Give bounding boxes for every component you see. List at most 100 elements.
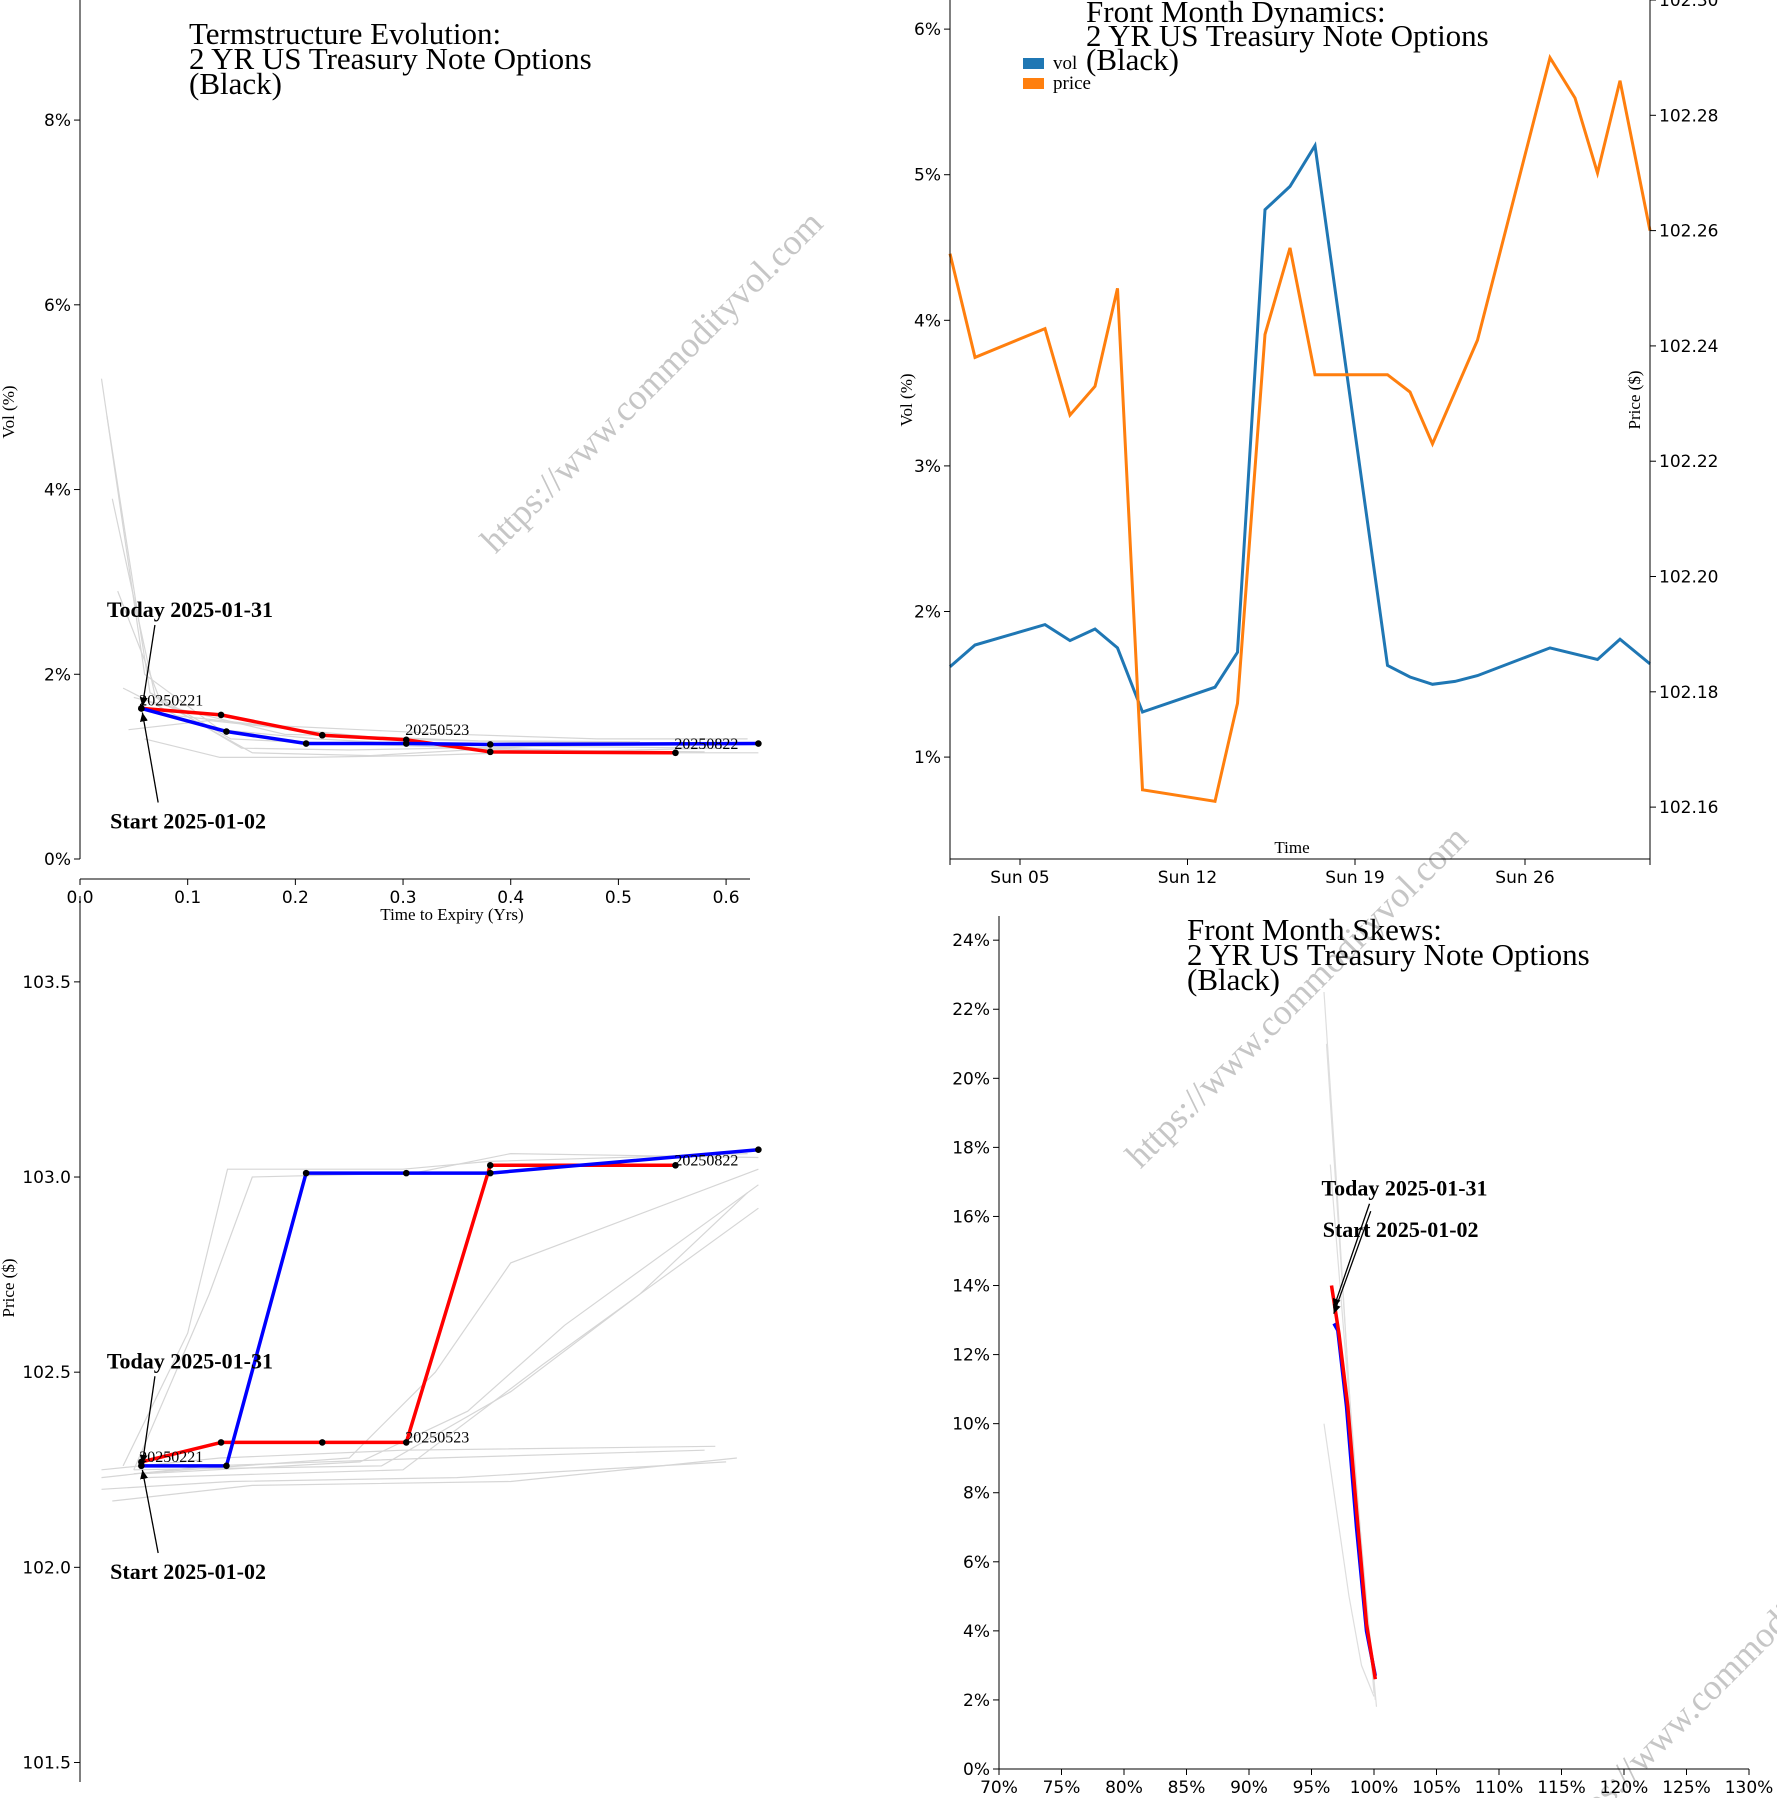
price-series-red xyxy=(140,1163,676,1464)
price-point-red xyxy=(486,1162,494,1169)
term-annotation-today: Today 2025-01-31 xyxy=(107,597,273,622)
skew-title-line: 2 YR US Treasury Note Options xyxy=(1187,937,1590,972)
skew-x-tick-label: 130% xyxy=(1725,1778,1774,1798)
price-point-red xyxy=(318,1439,326,1446)
price-history-line xyxy=(112,1457,737,1502)
term-point-blue xyxy=(486,741,494,748)
front-legend-label-vol: vol xyxy=(1053,53,1077,74)
skew-y-tick-label: 14% xyxy=(952,1277,990,1297)
term-history-line xyxy=(122,687,748,740)
term-x-tick-label: 0.1 xyxy=(174,888,201,908)
term-x-tick-label: 0.5 xyxy=(605,888,632,908)
price-history-line xyxy=(101,1445,716,1471)
skew-y-tick-label: 8% xyxy=(963,1484,990,1504)
price-history-line xyxy=(122,1153,748,1467)
front-y-axis-label: Vol (%) xyxy=(897,373,916,426)
front-y-tick-label: 5% xyxy=(914,166,941,186)
front-title-line: 2 YR US Treasury Note Options xyxy=(1086,18,1489,53)
front-y-tick-label: 4% xyxy=(914,311,941,331)
price-y-axis-label: Price ($) xyxy=(0,1258,18,1317)
skew-x-tick-label: 105% xyxy=(1412,1778,1461,1798)
front-y2-tick-label: 102.18 xyxy=(1659,683,1718,703)
price-annotation-today: Today 2025-01-31 xyxy=(107,1348,273,1373)
skew-y-tick-label: 22% xyxy=(952,1000,990,1020)
price-y-tick-label: 103.5 xyxy=(22,973,71,993)
term-point-blue xyxy=(302,740,310,747)
price-y-tick-label: 102.5 xyxy=(22,1363,71,1383)
term-annotation-arrow xyxy=(139,712,159,803)
skew-x-tick-label: 90% xyxy=(1230,1778,1268,1798)
front-legend-swatch-vol xyxy=(1023,58,1044,69)
skew-x-tick-label: 75% xyxy=(1043,1778,1081,1798)
term-annotation-start: Start 2025-01-02 xyxy=(110,809,266,834)
skew-annotation-start: Start 2025-01-02 xyxy=(1323,1217,1479,1242)
front-y2-tick-label: 102.22 xyxy=(1659,452,1718,472)
front-y2-tick-label: 102.24 xyxy=(1659,337,1718,357)
term-x-tick-label: 0.2 xyxy=(282,888,309,908)
price-point-blue xyxy=(223,1462,230,1470)
front-series-vol xyxy=(949,141,1651,714)
term-y-tick-label: 0% xyxy=(44,850,71,870)
front-y2-tick-label: 102.28 xyxy=(1659,106,1718,126)
term-y-tick-label: 8% xyxy=(44,111,71,131)
term-point-blue xyxy=(138,705,145,712)
term-point-red xyxy=(318,731,326,739)
price-termstructure-chart: 20250221 20250523 20250822 Today 2025-01-31… xyxy=(0,896,762,1782)
price-annotation-arrow xyxy=(140,1469,159,1554)
skew-y-tick-label: 24% xyxy=(952,931,990,951)
price-point-blue xyxy=(486,1169,494,1177)
front-x-tick-label: Sun 19 xyxy=(1325,868,1384,888)
skew-annotation-arrow xyxy=(1333,1210,1372,1314)
skew-history-line xyxy=(1329,1164,1378,1707)
price-expiry-label: 20250221 xyxy=(139,1449,203,1466)
price-history-line xyxy=(133,1168,759,1475)
term-point-red xyxy=(217,711,225,719)
front-y2-tick-label: 102.26 xyxy=(1659,222,1718,242)
term-y-tick-label: 6% xyxy=(44,296,71,316)
term-x-tick-label: 0.6 xyxy=(713,888,740,908)
skew-annotation-today: Today 2025-01-31 xyxy=(1322,1176,1488,1201)
price-y-tick-label: 101.5 xyxy=(22,1753,71,1773)
term-point-blue xyxy=(223,728,230,735)
price-point-blue xyxy=(402,1169,410,1177)
term-title-line: Termstructure Evolution: xyxy=(189,16,501,51)
term-series-blue xyxy=(140,706,759,747)
front-y-tick-label: 3% xyxy=(914,457,941,477)
front-y-tick-label: 1% xyxy=(914,748,941,768)
skew-title-line: (Black) xyxy=(1187,962,1280,997)
term-x-tick-label: 0.4 xyxy=(497,888,524,908)
skew-history-line xyxy=(1323,991,1375,1694)
skew-x-tick-label: 70% xyxy=(980,1778,1018,1798)
term-expiry-label: 20250221 xyxy=(139,693,203,710)
front-legend-swatch-price xyxy=(1023,78,1044,89)
termstructure-chart: 20250221 20250523 20250822 Today 2025-01-31… xyxy=(0,0,762,924)
term-point-blue xyxy=(755,740,762,747)
term-point-red xyxy=(672,749,679,757)
skew-y-tick-label: 10% xyxy=(952,1415,990,1435)
term-y-axis-label: Vol (%) xyxy=(0,385,18,438)
price-annotation-arrow xyxy=(139,1376,156,1464)
price-history-line xyxy=(133,1192,749,1471)
price-history-line xyxy=(144,1207,759,1479)
watermark-text: https://www.commodityvol.com xyxy=(473,203,831,561)
price-point-blue xyxy=(138,1462,145,1470)
term-x-axis-label: Time to Expiry (Yrs) xyxy=(380,905,523,924)
front-month-skews-chart: Today 2025-01-31 Start 2025-01-02 0% 2% 4% 6%… xyxy=(952,912,1773,1798)
front-title-line: (Black) xyxy=(1086,42,1179,77)
watermark-text: https://www.commodityvol.com xyxy=(1548,1493,1777,1798)
price-point-red xyxy=(402,1439,410,1446)
price-expiry-label: 20250822 xyxy=(674,1152,738,1169)
front-month-dynamics-chart: 1% 2% 3% 4% 5% 6% 102.16 102.18 102.20 102.22 102.… xyxy=(897,0,1718,888)
front-x-tick-label: Sun 05 xyxy=(990,868,1049,888)
price-point-blue xyxy=(302,1169,310,1177)
term-point-red xyxy=(486,748,494,756)
term-x-tick-label: 0.3 xyxy=(390,888,417,908)
front-y2-tick-label: 102.20 xyxy=(1659,568,1718,588)
skew-annotation-arrow xyxy=(1332,1203,1371,1308)
term-expiry-label: 20250822 xyxy=(674,736,738,753)
price-y-tick-label: 102.0 xyxy=(22,1558,71,1578)
skew-y-tick-label: 12% xyxy=(952,1346,990,1366)
term-series-red xyxy=(141,706,676,755)
term-title-line: (Black) xyxy=(189,66,282,101)
price-point-red xyxy=(217,1439,225,1446)
